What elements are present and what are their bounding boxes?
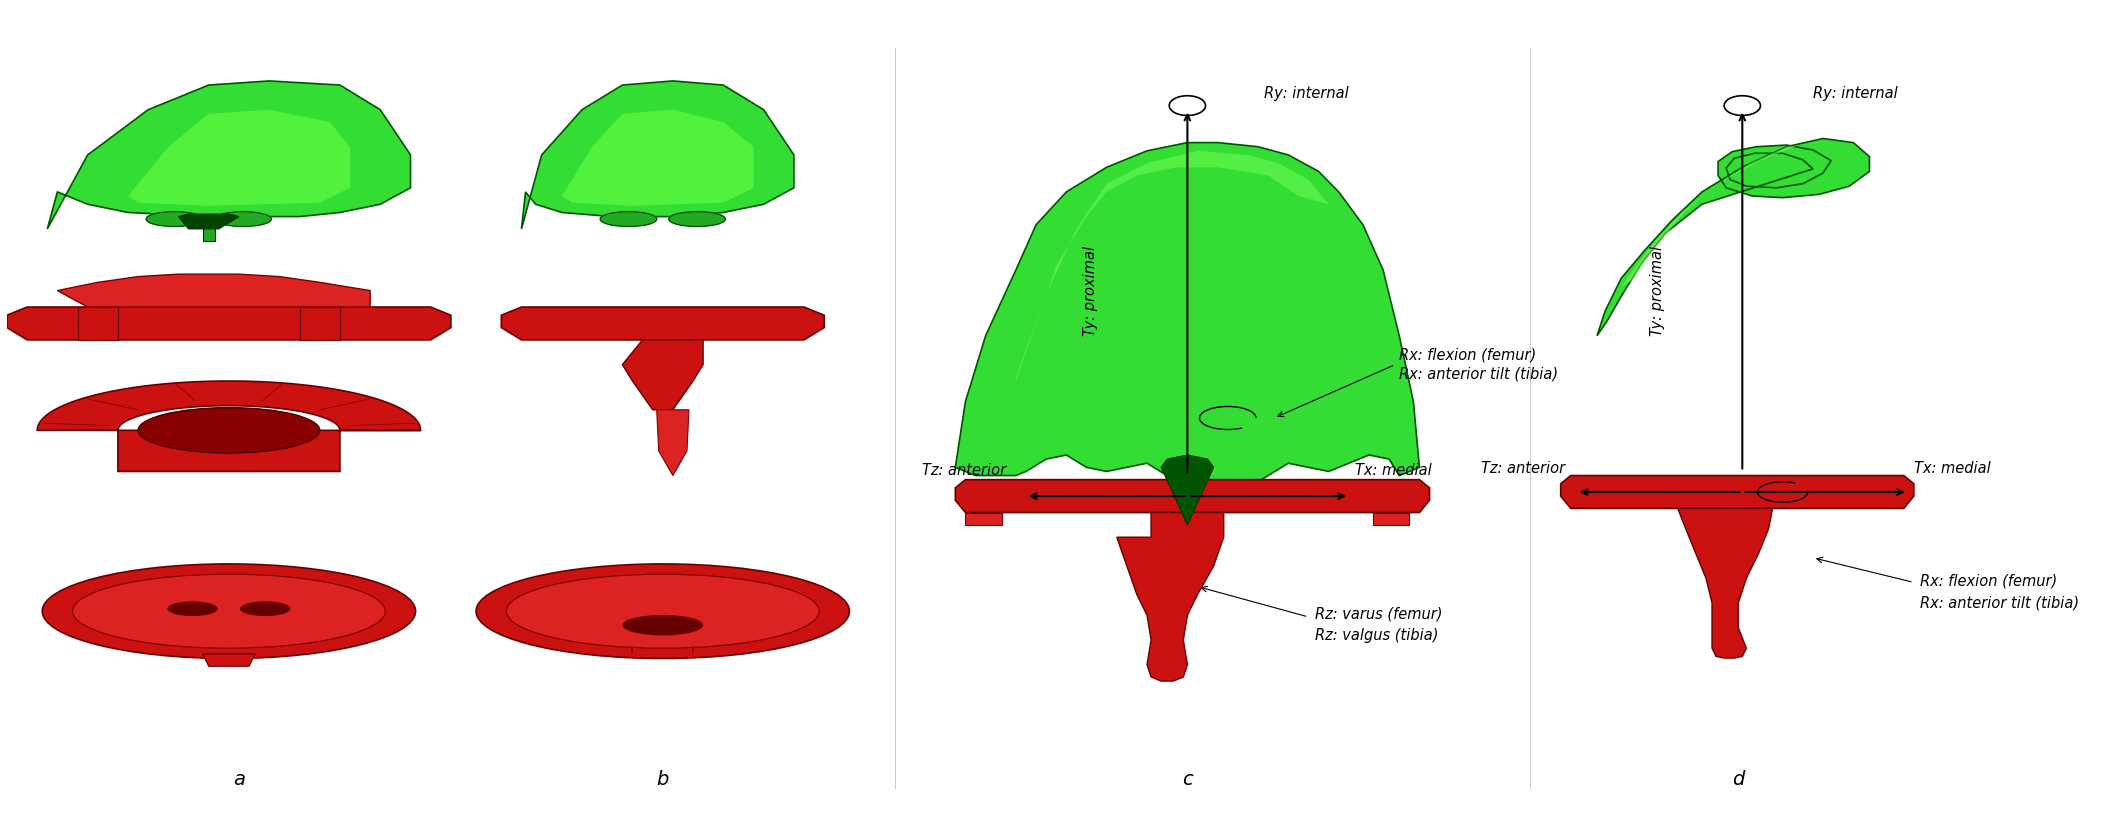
Text: Ry: internal: Ry: internal	[1813, 86, 1898, 101]
Text: d: d	[1731, 770, 1744, 789]
Text: Rz: valgus (tibia): Rz: valgus (tibia)	[1314, 629, 1438, 644]
Text: a: a	[234, 770, 244, 789]
Polygon shape	[6, 307, 451, 340]
Ellipse shape	[42, 564, 415, 659]
Polygon shape	[657, 410, 689, 476]
Polygon shape	[1596, 139, 1870, 336]
Polygon shape	[522, 81, 794, 229]
Polygon shape	[965, 512, 1002, 525]
Text: Tx: medial: Tx: medial	[1914, 461, 1990, 476]
Polygon shape	[1160, 455, 1213, 525]
Polygon shape	[1622, 141, 1830, 287]
Polygon shape	[1116, 512, 1224, 681]
Polygon shape	[202, 654, 255, 666]
Ellipse shape	[139, 408, 320, 453]
Polygon shape	[956, 143, 1419, 525]
Text: b: b	[657, 770, 670, 789]
Polygon shape	[57, 274, 371, 307]
Ellipse shape	[476, 564, 849, 659]
Polygon shape	[501, 307, 823, 340]
Text: Rz: varus (femur): Rz: varus (femur)	[1314, 606, 1443, 621]
Polygon shape	[562, 110, 754, 206]
Ellipse shape	[72, 574, 385, 648]
Text: Ty: proximal: Ty: proximal	[1651, 246, 1666, 335]
Ellipse shape	[166, 601, 217, 616]
Polygon shape	[202, 221, 215, 242]
Text: Ty: proximal: Ty: proximal	[1082, 246, 1097, 335]
Polygon shape	[179, 214, 238, 229]
Text: Tz: anterior: Tz: anterior	[1481, 461, 1565, 476]
Text: Rx: flexion (femur): Rx: flexion (femur)	[1398, 347, 1537, 362]
Text: c: c	[1181, 770, 1192, 789]
Text: Rx: anterior tilt (tibia): Rx: anterior tilt (tibia)	[1921, 595, 2079, 610]
Text: Ry: internal: Ry: internal	[1264, 86, 1348, 101]
Ellipse shape	[623, 615, 703, 635]
Polygon shape	[299, 307, 339, 340]
Polygon shape	[956, 480, 1430, 512]
Polygon shape	[623, 340, 703, 410]
Text: Rx: flexion (femur): Rx: flexion (femur)	[1921, 573, 2058, 589]
Polygon shape	[46, 81, 411, 229]
Ellipse shape	[670, 212, 724, 227]
Polygon shape	[38, 381, 421, 472]
Polygon shape	[1015, 150, 1329, 381]
Ellipse shape	[215, 212, 272, 227]
Ellipse shape	[600, 212, 657, 227]
Ellipse shape	[505, 574, 819, 648]
Polygon shape	[1373, 512, 1409, 525]
Text: Rx: anterior tilt (tibia): Rx: anterior tilt (tibia)	[1398, 366, 1558, 381]
Ellipse shape	[240, 601, 291, 616]
Polygon shape	[128, 110, 350, 206]
Ellipse shape	[145, 212, 202, 227]
Text: Tz: anterior: Tz: anterior	[922, 463, 1007, 478]
Polygon shape	[1678, 508, 1773, 658]
Polygon shape	[78, 307, 118, 340]
Text: Tx: medial: Tx: medial	[1354, 463, 1432, 478]
Polygon shape	[1561, 476, 1914, 508]
